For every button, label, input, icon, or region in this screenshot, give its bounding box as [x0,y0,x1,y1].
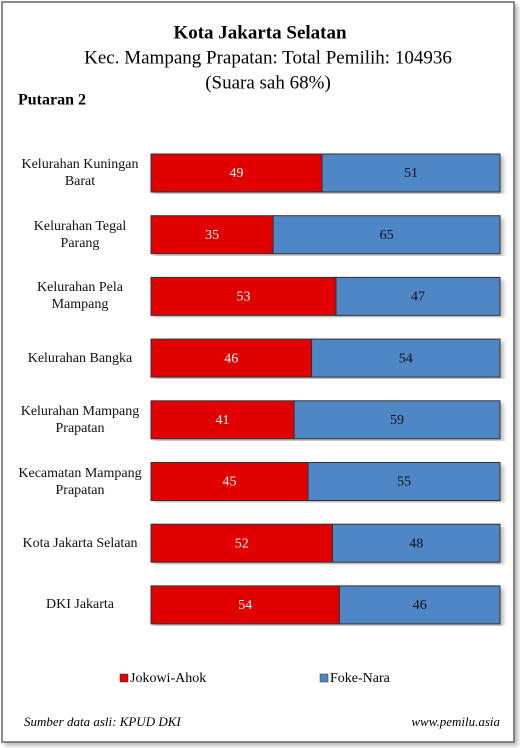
y-tick-label: Kelurahan Kuningan Barat [21,157,139,189]
data-label: 53 [236,290,250,305]
chart-subtitle: (Suara sah 68%) [205,72,331,93]
bar-segment [293,400,501,440]
chart-subtitle: Kec. Mampang Prapatan: Total Pemilih: 10… [84,47,452,68]
legend-swatch [319,673,329,683]
round-label: Putaran 2 [18,92,86,109]
legend-label: Foke-Nara [330,671,391,686]
data-label: 54 [238,598,252,613]
data-label: 35 [205,228,219,243]
bar-segment [150,276,337,316]
data-label: 46 [413,598,427,613]
bar-segment [150,585,340,625]
bar-segment [150,400,295,440]
data-label: 54 [399,351,413,366]
legend-swatch [119,673,129,683]
bar-segment [150,153,323,193]
y-tick-label: Kelurahan Bangka [27,350,133,366]
website: www.pemilu.asia [411,714,500,729]
bar-segment [321,153,501,193]
data-label: 41 [216,413,230,428]
bar-segment [272,215,501,255]
data-label: 59 [390,413,404,428]
bar-segment [150,338,313,378]
data-label: 55 [397,475,411,490]
bar-segment [331,523,501,563]
y-tick-label: Kelurahan Pela Mampang [37,280,123,313]
chart-title: Kota Jakarta Selatan [173,22,347,43]
bar-segment [307,462,501,501]
data-label: 52 [235,536,249,551]
bar-segment [311,338,501,378]
bar-segment [335,276,501,316]
data-label: 48 [409,536,423,551]
legend-label: Jokowi-Ahok [130,671,206,686]
data-label: 49 [230,166,244,181]
y-tick-label: Kelurahan Tegal Parang [33,218,127,251]
bar-segment [338,585,501,625]
bar-segment [150,215,274,255]
bar-segment [150,462,309,501]
y-tick-label: Kelurahan Mampang Prapatan [20,403,140,436]
y-tick-label: DKI Jakarta [45,597,115,613]
data-label: 65 [380,228,394,243]
data-label: 51 [404,166,418,181]
data-label: 45 [223,475,237,490]
y-tick-label: Kota Jakarta Selatan [22,535,138,551]
bar-segment [150,523,333,563]
source: Sumber data asli: KPUD DKI [24,714,181,729]
data-label: 47 [411,290,425,305]
y-tick-label: Kecamatan Mampang Prapatan [18,465,142,498]
data-label: 46 [224,351,238,366]
